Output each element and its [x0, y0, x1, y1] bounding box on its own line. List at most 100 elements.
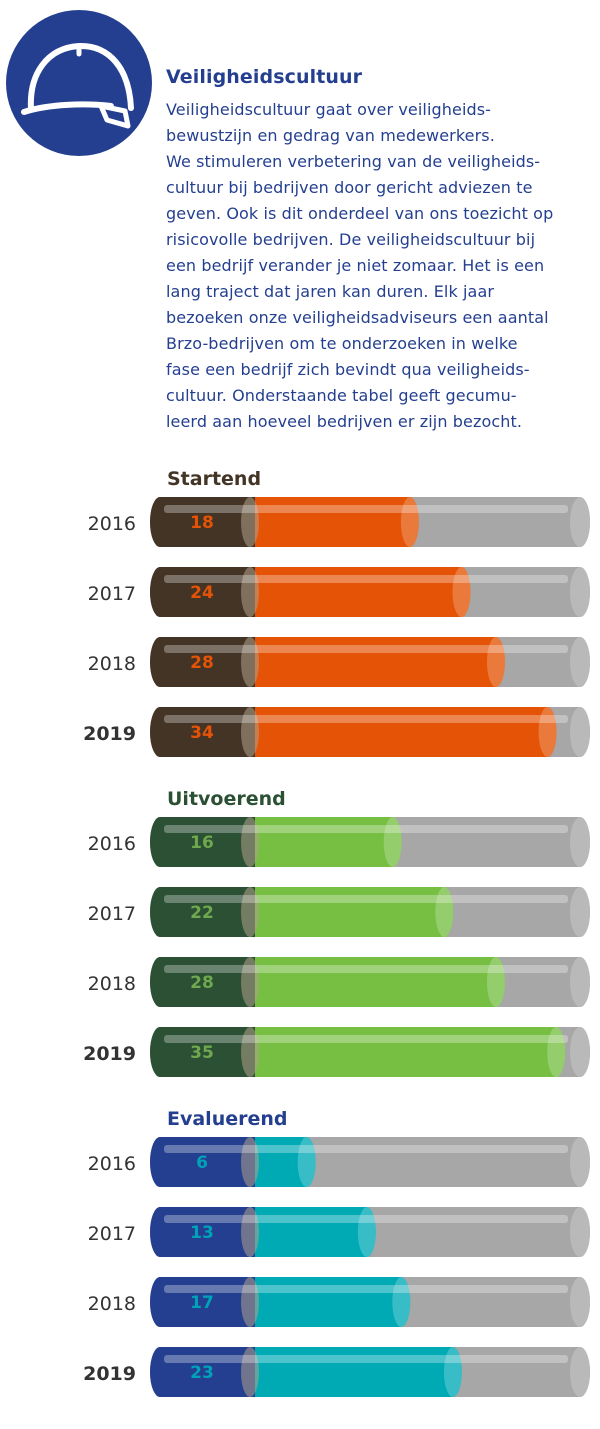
data-label: 16 [190, 833, 214, 853]
bar-track-end [570, 1207, 590, 1257]
bar-cap-body [170, 1207, 255, 1257]
bar-gloss [164, 1215, 568, 1223]
year-label: 2017 [88, 1223, 136, 1245]
bar [255, 1277, 402, 1327]
bar-cap-body [170, 1347, 255, 1397]
bar-gloss [164, 575, 568, 583]
bar-end [547, 1027, 566, 1077]
intro-line: een bedrijf verander je niet zomaar. Het… [166, 256, 545, 275]
intro-line: bewustzijn en gedrag van medewerkers. [166, 126, 495, 145]
bar-track-end [570, 887, 590, 937]
bar-cap-body [170, 1027, 255, 1077]
intro-line: lang traject dat jaren kan duren. Elk ja… [166, 282, 495, 301]
bar-track-end [570, 637, 590, 687]
intro-line: Brzo-bedrijven om te onderzoeken in welk… [166, 334, 518, 353]
bar-cap-rim [241, 1347, 259, 1397]
bar-end-highlight [443, 1347, 462, 1397]
bar-end [486, 637, 505, 687]
year-label: 2019 [83, 1363, 136, 1385]
year-label: 2016 [88, 513, 136, 535]
intro-line: cultuur. Onderstaande tabel geeft gecumu… [166, 386, 517, 405]
data-label: 24 [190, 583, 214, 603]
year-label: 2019 [83, 1043, 136, 1065]
bar-gloss [164, 1355, 568, 1363]
bar-end-highlight [383, 817, 402, 867]
bar-end [357, 1207, 376, 1257]
bar-cap-rim [241, 887, 259, 937]
bar-track-end [570, 817, 590, 867]
bar-cap-body [170, 1277, 255, 1327]
bar-track-end [570, 1027, 590, 1077]
bar-cap-body [170, 707, 255, 757]
bar-end-highlight [486, 957, 505, 1007]
intro-line: We stimuleren verbetering van de veiligh… [166, 152, 541, 171]
bar [255, 1207, 367, 1257]
year-label: 2018 [88, 653, 136, 675]
bar-end [443, 1347, 462, 1397]
bar-track-end [570, 1347, 590, 1397]
bar-cap-body [170, 637, 255, 687]
data-label: 34 [190, 723, 214, 743]
bar-cap-body [170, 957, 255, 1007]
bar-cap-rim [241, 637, 259, 687]
data-label: 18 [190, 513, 214, 533]
bar-gloss [164, 825, 568, 833]
intro-line: cultuur bij bedrijven door gericht advie… [166, 178, 533, 197]
bar-cap-body [170, 887, 255, 937]
bar-cap-body [170, 567, 255, 617]
data-label: 22 [190, 903, 214, 923]
data-label: 13 [190, 1223, 214, 1243]
data-label: 28 [190, 653, 214, 673]
intro-line: geven. Ook is dit onderdeel van ons toez… [166, 204, 554, 223]
bar-track-end [570, 1277, 590, 1327]
bar-end [400, 497, 419, 547]
bar-end-highlight [452, 567, 471, 617]
bar [255, 1347, 453, 1397]
bar-cap-body [170, 1137, 255, 1187]
safety-helmet-icon [6, 10, 152, 156]
bar [255, 567, 462, 617]
bar-end [435, 887, 454, 937]
bar-end-highlight [400, 497, 419, 547]
bar-gloss [164, 1035, 568, 1043]
bar-gloss [164, 715, 568, 723]
bar-gloss [164, 505, 568, 513]
data-label: 28 [190, 973, 214, 993]
bar-end [452, 567, 471, 617]
intro-line: bezoeken onze veiligheidsadviseurs een a… [166, 308, 549, 327]
bar-end-highlight [297, 1137, 316, 1187]
bar-gloss [164, 645, 568, 653]
intro-line: fase een bedrijf zich bevindt qua veilig… [166, 360, 530, 379]
year-label: 2016 [88, 1153, 136, 1175]
bar-cap-body [170, 497, 255, 547]
bar-track-end [570, 1137, 590, 1187]
group-title: Evaluerend [167, 1108, 288, 1130]
bar-end-highlight [392, 1277, 411, 1327]
data-label: 35 [190, 1043, 214, 1063]
bar-end-highlight [435, 887, 454, 937]
bar-cap-rim [241, 497, 259, 547]
year-label: 2017 [88, 903, 136, 925]
bar-end [383, 817, 402, 867]
bar-cap-rim [241, 567, 259, 617]
bar-end-highlight [357, 1207, 376, 1257]
data-label: 17 [190, 1293, 214, 1313]
bar-end [538, 707, 557, 757]
bar-track-end [570, 707, 590, 757]
helmet-visor [98, 103, 131, 129]
bar-gloss [164, 1285, 568, 1293]
bar [255, 497, 410, 547]
group-title: Uitvoerend [167, 788, 286, 810]
bar [255, 707, 548, 757]
bar-cap-rim [241, 1027, 259, 1077]
bar-end [392, 1277, 411, 1327]
bar [255, 957, 496, 1007]
intro-line: Veiligheidscultuur gaat over veiligheids… [166, 100, 492, 119]
intro-line: risicovolle bedrijven. De veiligheidscul… [166, 230, 536, 249]
year-label: 2018 [88, 973, 136, 995]
bar-track-end [570, 567, 590, 617]
bar-end-highlight [538, 707, 557, 757]
cumulative-visits-chart: Startend 2016 18 2017 24 2018 28 2019 34 Uitvoere… [83, 468, 590, 1397]
year-label: 2019 [83, 723, 136, 745]
page-title: Veiligheidscultuur [166, 66, 363, 88]
